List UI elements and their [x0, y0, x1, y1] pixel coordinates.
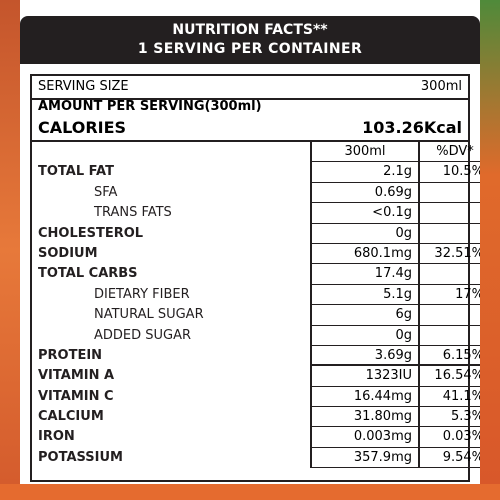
- nutrient-name: VITAMIN C: [38, 388, 114, 404]
- nutrient-amount: 3.69g: [310, 345, 418, 367]
- nutrient-dv: 9.54%: [418, 447, 480, 469]
- serving-size-row: SERVING SIZE 300ml: [32, 76, 468, 100]
- calories-value: 103.26Kcal: [362, 118, 462, 137]
- nutrient-dv: 5.3%: [418, 407, 480, 428]
- nutrient-dv: 32.51%: [418, 243, 480, 265]
- label-header: NUTRITION FACTS** 1 SERVING PER CONTAINE…: [20, 16, 480, 64]
- nutrient-name: PROTEIN: [38, 347, 103, 363]
- nutrient-amount: 0g: [310, 223, 418, 244]
- nutrient-name: SFA: [94, 184, 118, 200]
- column-header-amount: 300ml: [310, 142, 418, 163]
- nutrient-dv: 6.15%: [418, 345, 480, 367]
- nutrient-name: TOTAL CARBS: [38, 266, 138, 282]
- nutrient-row-protein: PROTEIN 3.69g 6.15%: [32, 345, 480, 367]
- nutrient-name: CALCIUM: [38, 409, 104, 425]
- nutrient-dv: 17%: [418, 284, 480, 306]
- calories-row: CALORIES 103.26Kcal: [32, 116, 468, 142]
- label-title: NUTRITION FACTS**: [172, 22, 328, 38]
- amount-per-serving-label: AMOUNT PER SERVING(300ml): [38, 99, 262, 114]
- nutrient-row-cholesterol: CHOLESTEROL 0g: [32, 223, 480, 244]
- nutrient-dv: 10.5%: [418, 162, 480, 183]
- amount-per-serving-row: AMOUNT PER SERVING(300ml): [32, 98, 468, 116]
- nutrient-row-calcium: CALCIUM 31.80mg 5.3%: [32, 407, 480, 428]
- nutrient-amount: 31.80mg: [310, 407, 418, 428]
- package-edge-left: [0, 0, 20, 500]
- nutrient-dv: [418, 264, 480, 285]
- nutrient-name: TRANS FATS: [94, 205, 172, 221]
- nutrient-amount: 680.1mg: [310, 243, 418, 265]
- nutrient-dv: [418, 182, 480, 204]
- nutrient-amount: 5.1g: [310, 284, 418, 306]
- nutrient-row-trans-fats: TRANS FATS <0.1g: [32, 203, 480, 224]
- nutrient-name: VITAMIN A: [38, 368, 115, 384]
- nutrient-row-vitamin-a: VITAMIN A 1323IU 16.54%: [32, 366, 480, 387]
- nutrient-dv: [418, 223, 480, 244]
- nutrient-row-sodium: SODIUM 680.1mg 32.51%: [32, 243, 480, 265]
- nutrient-grid: 300ml %DV* TOTAL FAT 2.1g 10.5% SFA 0.69…: [32, 142, 480, 469]
- nutrient-amount: 0.003mg: [310, 427, 418, 448]
- nutrient-dv: [418, 325, 480, 346]
- nutrient-row-total-fat: TOTAL FAT 2.1g 10.5%: [32, 162, 480, 183]
- nutrient-amount: 1323IU: [310, 366, 418, 387]
- nutrient-amount: 16.44mg: [310, 386, 418, 408]
- nutrient-amount: 0g: [310, 325, 418, 346]
- nutrient-row-added-sugar: ADDED SUGAR 0g: [32, 325, 480, 346]
- nutrition-table: SERVING SIZE 300ml AMOUNT PER SERVING(30…: [30, 74, 480, 482]
- nutrient-name: TOTAL FAT: [38, 164, 114, 180]
- package-edge-right: [480, 0, 500, 500]
- nutrient-amount: <0.1g: [310, 203, 418, 224]
- nutrient-name: CHOLESTEROL: [38, 225, 144, 241]
- column-header-dv: %DV*: [418, 142, 480, 163]
- nutrient-dv: [418, 203, 480, 224]
- nutrient-name: NATURAL SUGAR: [94, 307, 204, 323]
- package-edge-bottom: [0, 484, 500, 500]
- serving-size-value: 300ml: [420, 79, 462, 94]
- nutrient-amount: 0.69g: [310, 182, 418, 204]
- nutrient-row-natural-sugar: NATURAL SUGAR 6g: [32, 305, 480, 326]
- nutrient-dv: 41.1%: [418, 386, 480, 408]
- nutrient-amount: 6g: [310, 305, 418, 326]
- nutrient-row-dietary-fiber: DIETARY FIBER 5.1g 17%: [32, 284, 480, 306]
- nutrient-name: ADDED SUGAR: [94, 327, 192, 343]
- serving-size-label: SERVING SIZE: [38, 79, 129, 94]
- nutrient-name: POTASSIUM: [38, 449, 123, 465]
- nutrient-dv: 0.03%: [418, 427, 480, 448]
- nutrient-row-potassium: POTASSIUM 357.9mg 9.54%: [32, 447, 480, 469]
- nutrient-row-vitamin-c: VITAMIN C 16.44mg 41.1%: [32, 386, 480, 408]
- nutrient-name: IRON: [38, 429, 75, 445]
- nutrition-label: NUTRITION FACTS** 1 SERVING PER CONTAINE…: [20, 16, 480, 484]
- nutrient-dv: 16.54%: [418, 366, 480, 387]
- nutrient-row-sfa: SFA 0.69g: [32, 182, 480, 204]
- nutrient-dv: [418, 305, 480, 326]
- nutrient-name: SODIUM: [38, 245, 98, 261]
- label-subtitle: 1 SERVING PER CONTAINER: [137, 41, 363, 57]
- nutrient-amount: 2.1g: [310, 162, 418, 183]
- column-header-row: 300ml %DV*: [32, 142, 480, 163]
- nutrient-name: DIETARY FIBER: [94, 286, 190, 302]
- nutrient-row-iron: IRON 0.003mg 0.03%: [32, 427, 480, 448]
- nutrient-amount: 357.9mg: [310, 447, 418, 469]
- calories-label: CALORIES: [38, 118, 127, 137]
- nutrient-row-total-carbs: TOTAL CARBS 17.4g: [32, 264, 480, 285]
- nutrient-amount: 17.4g: [310, 264, 418, 285]
